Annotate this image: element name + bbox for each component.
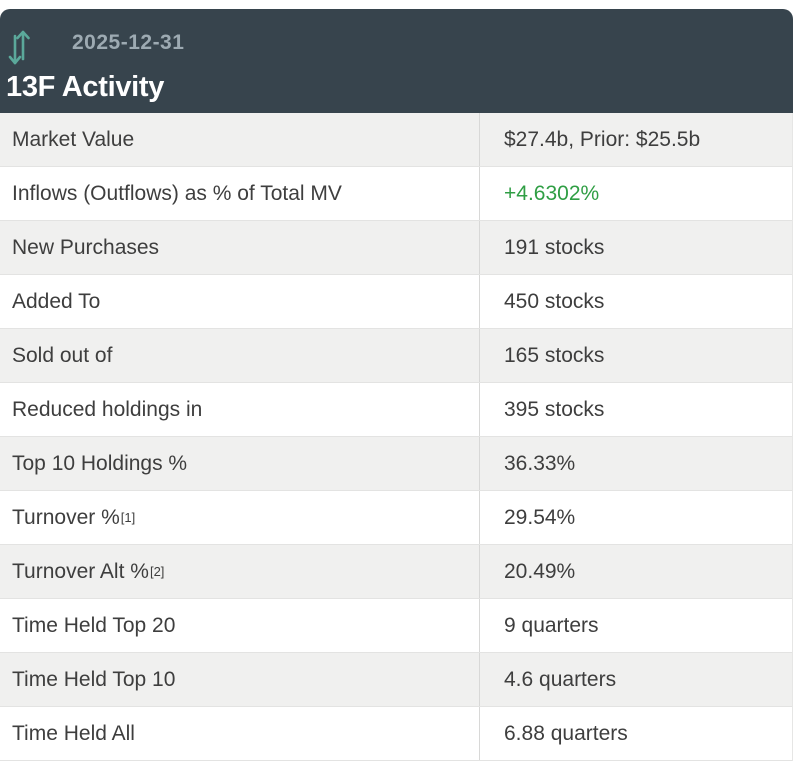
row-label-text: Time Held All	[12, 721, 135, 745]
table-row: Added To 450 stocks	[0, 275, 792, 329]
row-value: 191 stocks	[504, 235, 605, 259]
row-value: 9 quarters	[504, 613, 599, 637]
row-label-text: Time Held Top 20	[12, 613, 176, 637]
row-label: Added To	[0, 275, 480, 328]
row-label: Turnover Alt % [2]	[0, 545, 480, 598]
row-label-text: Top 10 Holdings %	[12, 451, 188, 475]
row-label: Time Held Top 10	[0, 653, 480, 706]
row-label: Top 10 Holdings %	[0, 437, 480, 490]
card-title: 13F Activity	[6, 71, 165, 103]
row-value: $27.4b, Prior: $25.5b	[504, 127, 701, 151]
row-value: 6.88 quarters	[504, 721, 628, 745]
row-label-text: Time Held Top 10	[12, 667, 176, 691]
row-value: 165 stocks	[504, 343, 605, 367]
swap-vertical-icon[interactable]	[8, 27, 32, 67]
table-row: Turnover Alt % [2] 20.49%	[0, 545, 792, 599]
row-label-text: Turnover Alt %	[12, 559, 149, 583]
table-row: Time Held Top 10 4.6 quarters	[0, 653, 792, 707]
table-row: Time Held All 6.88 quarters	[0, 707, 792, 761]
row-label: New Purchases	[0, 221, 480, 274]
row-label: Inflows (Outflows) as % of Total MV	[0, 167, 480, 220]
row-label: Time Held All	[0, 707, 480, 760]
row-label-text: Turnover %	[12, 505, 120, 529]
row-value: 450 stocks	[504, 289, 605, 313]
row-value: +4.6302%	[504, 181, 600, 205]
table-row: Sold out of 165 stocks	[0, 329, 792, 383]
table-row: Reduced holdings in 395 stocks	[0, 383, 792, 437]
row-label: Turnover % [1]	[0, 491, 480, 544]
row-label-text: Reduced holdings in	[12, 397, 203, 421]
row-label-text: Sold out of	[12, 343, 113, 367]
report-date: 2025-12-31	[72, 31, 185, 54]
row-label: Sold out of	[0, 329, 480, 382]
table-row: Turnover % [1] 29.54%	[0, 491, 792, 545]
table-row: Inflows (Outflows) as % of Total MV +4.6…	[0, 167, 792, 221]
row-label: Time Held Top 20	[0, 599, 480, 652]
row-label-text: Market Value	[12, 127, 135, 151]
13f-activity-card: 2025-12-31 13F Activity Market Value $27…	[0, 9, 793, 761]
table-row: Top 10 Holdings % 36.33%	[0, 437, 792, 491]
row-label-text: Added To	[12, 289, 101, 313]
header-top-row: 2025-12-31	[0, 9, 793, 67]
table-row: Market Value $27.4b, Prior: $25.5b	[0, 113, 792, 167]
row-label-text: Inflows (Outflows) as % of Total MV	[12, 181, 342, 205]
row-value: 4.6 quarters	[504, 667, 617, 691]
table-row: Time Held Top 20 9 quarters	[0, 599, 792, 653]
row-label: Market Value	[0, 113, 480, 166]
row-label: Reduced holdings in	[0, 383, 480, 436]
row-value: 20.49%	[504, 559, 576, 583]
row-label-text: New Purchases	[12, 235, 160, 259]
row-value: 395 stocks	[504, 397, 605, 421]
table-row: New Purchases 191 stocks	[0, 221, 792, 275]
activity-table: Market Value $27.4b, Prior: $25.5b Inflo…	[0, 113, 793, 761]
row-value: 36.33%	[504, 451, 576, 475]
row-value: 29.54%	[504, 505, 576, 529]
card-header: 2025-12-31 13F Activity	[0, 9, 793, 113]
